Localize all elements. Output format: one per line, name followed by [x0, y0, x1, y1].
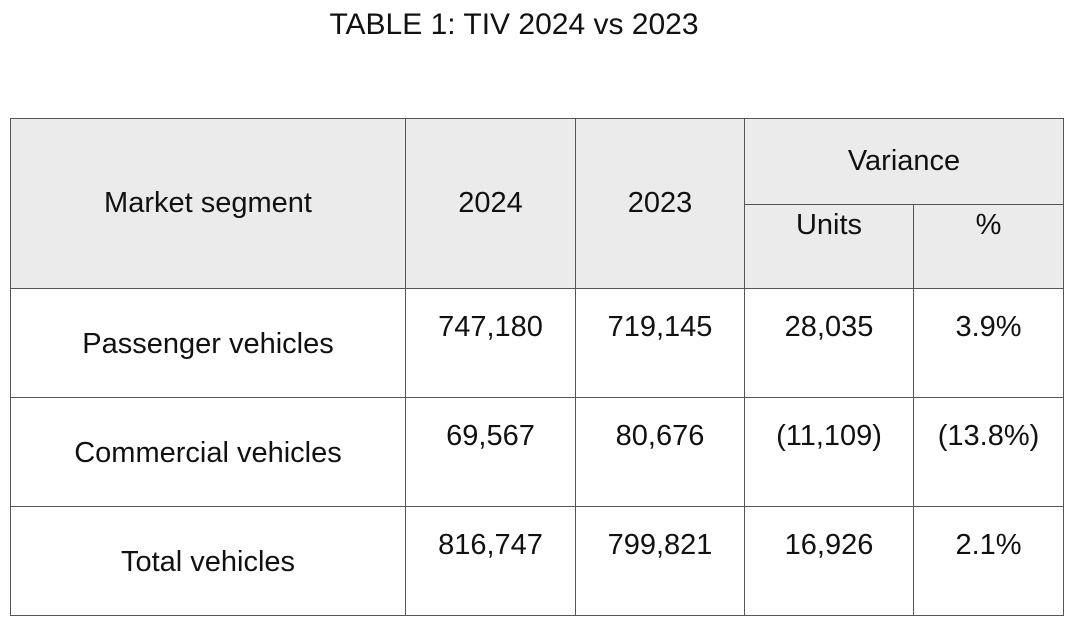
table-row: Commercial vehicles 69,567 80,676 (11,109)(… — [10, 397, 1064, 507]
value-cell: (13.8%) — [913, 397, 1064, 507]
table-title: TABLE 1: TIV 2024 vs 2023 — [329, 8, 699, 41]
value-cell: 28,035 — [744, 288, 914, 398]
segment-cell: Commercial vehicles — [10, 397, 406, 507]
value-cell: 2.1% — [913, 506, 1064, 616]
value-cell: 816,747 — [405, 506, 576, 616]
table-body: Passenger vehicles 747,180 719,145 28,035 3.… — [10, 288, 1064, 616]
header-cell: Market segment — [10, 118, 406, 289]
header-row: Market segment 2024 2023 Variance — [10, 118, 1064, 289]
segment-cell: Passenger vehicles — [10, 288, 406, 398]
segment-cell: Total vehicles — [10, 506, 406, 616]
header-row: Units % — [11, 204, 1064, 289]
value-cell: 80,676 — [575, 397, 745, 507]
value-cell: 719,145 — [575, 288, 745, 398]
header-cell: 2024 — [405, 118, 576, 289]
header-cell: 2023 — [575, 118, 745, 289]
value-cell: 69,567 — [405, 397, 576, 507]
value-cell: 3.9% — [913, 288, 1064, 398]
header-cell: Units — [744, 204, 914, 289]
tiv-table: Market segment 2024 2023 Variance Units … — [10, 118, 1064, 616]
table-row: Passenger vehicles 747,180 719,145 28,035 3.… — [10, 288, 1064, 398]
value-cell: (11,109) — [744, 397, 914, 507]
value-cell: 747,180 — [405, 288, 576, 398]
table-row: Total vehicles 816,747 799,821 16,926 2.1% — [10, 506, 1064, 616]
value-cell: 799,821 — [575, 506, 745, 616]
value-cell: 16,926 — [744, 506, 914, 616]
header-cell: % — [913, 204, 1064, 289]
header-cell: Variance — [744, 118, 1064, 205]
